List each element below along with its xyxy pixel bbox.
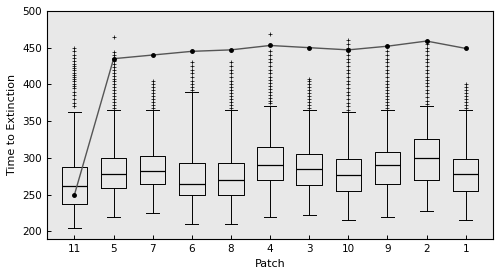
X-axis label: Patch: Patch <box>254 259 286 269</box>
Y-axis label: Time to Extinction: Time to Extinction <box>7 74 17 175</box>
